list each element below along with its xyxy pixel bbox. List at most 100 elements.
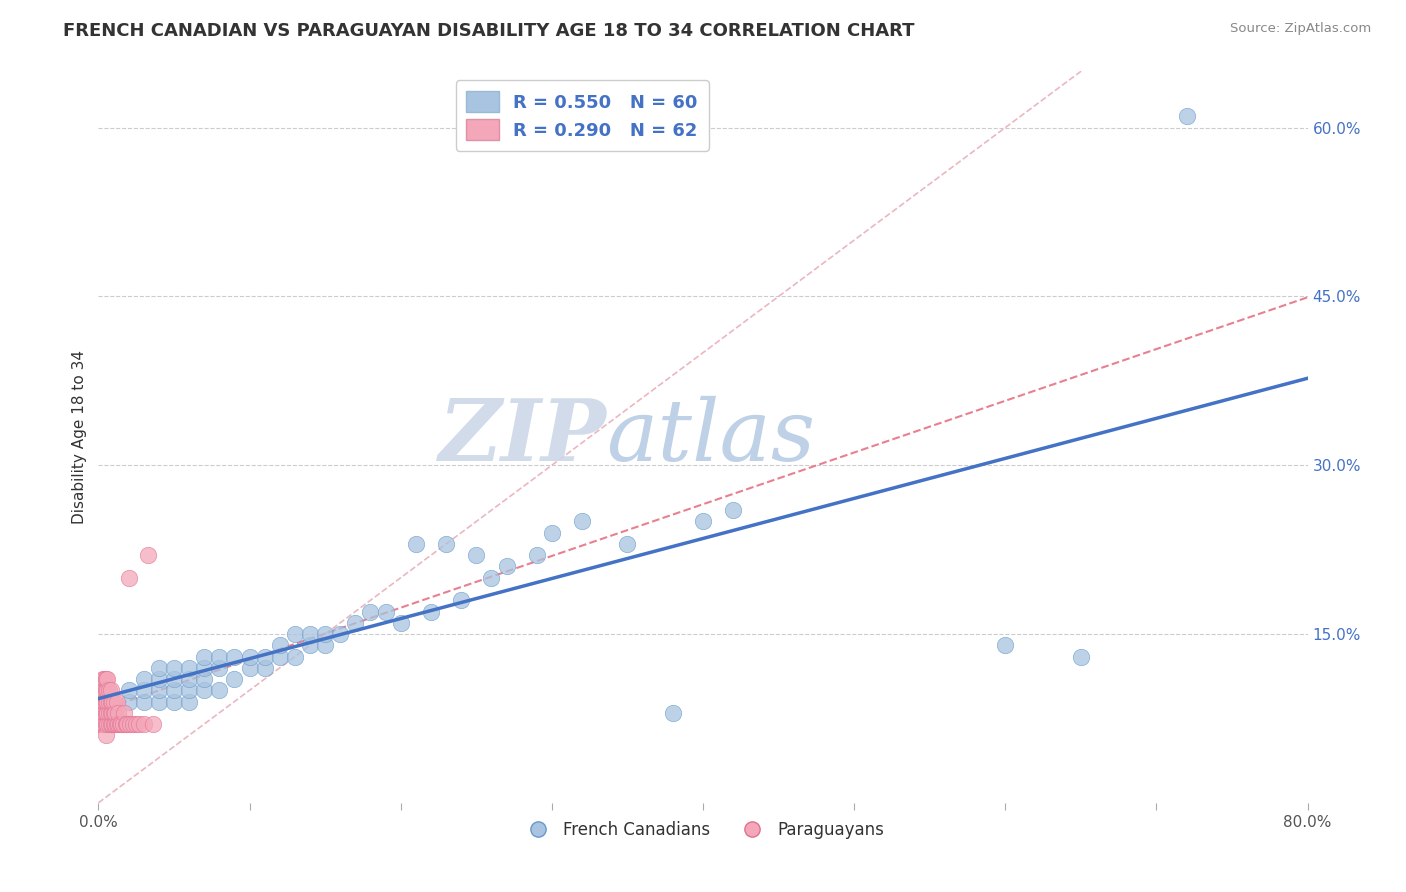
Point: [96, 683, 118, 698]
Point: [360, 605, 382, 619]
Point: [90, 683, 112, 698]
Y-axis label: Disability Age 18 to 34: Disability Age 18 to 34: [72, 350, 87, 524]
Point: [91, 717, 114, 731]
Point: [299, 627, 322, 641]
Point: [107, 717, 129, 731]
Point: [100, 694, 122, 708]
Point: [193, 683, 215, 698]
Legend: French Canadians, Paraguayans: French Canadians, Paraguayans: [515, 814, 891, 846]
Point: [103, 706, 125, 720]
Point: [118, 571, 141, 585]
Point: [105, 694, 128, 708]
Point: [93, 694, 115, 708]
Point: [107, 706, 129, 720]
Point: [208, 649, 231, 664]
Point: [374, 605, 396, 619]
Point: [120, 717, 142, 731]
Point: [132, 672, 155, 686]
Point: [91, 683, 114, 698]
Point: [434, 537, 457, 551]
Point: [179, 683, 201, 698]
Text: FRENCH CANADIAN VS PARAGUAYAN DISABILITY AGE 18 TO 34 CORRELATION CHART: FRENCH CANADIAN VS PARAGUAYAN DISABILITY…: [63, 22, 915, 40]
Point: [148, 694, 170, 708]
Point: [284, 649, 307, 664]
Point: [208, 661, 231, 675]
Point: [163, 672, 186, 686]
Point: [104, 717, 127, 731]
Point: [193, 672, 215, 686]
Point: [122, 717, 145, 731]
Point: [1070, 649, 1092, 664]
Point: [208, 683, 231, 698]
Point: [193, 649, 215, 664]
Point: [104, 706, 127, 720]
Point: [100, 683, 122, 698]
Point: [94, 694, 117, 708]
Point: [90, 706, 112, 720]
Point: [142, 717, 165, 731]
Point: [89, 694, 111, 708]
Point: [723, 503, 745, 517]
Point: [94, 706, 117, 720]
Point: [93, 706, 115, 720]
Point: [269, 638, 291, 652]
Point: [253, 661, 276, 675]
Point: [98, 717, 121, 731]
Point: [994, 638, 1017, 652]
Point: [389, 615, 412, 630]
Point: [101, 717, 124, 731]
Point: [148, 661, 170, 675]
Point: [96, 672, 118, 686]
Point: [692, 515, 714, 529]
Point: [128, 717, 150, 731]
Point: [105, 717, 128, 731]
Point: [96, 706, 118, 720]
Text: ZIP: ZIP: [439, 395, 606, 479]
Point: [89, 717, 111, 731]
Point: [224, 649, 246, 664]
Point: [163, 661, 186, 675]
Point: [163, 694, 186, 708]
Point: [661, 706, 683, 720]
Point: [269, 649, 291, 664]
Point: [93, 717, 115, 731]
Point: [114, 717, 136, 731]
Point: [239, 649, 262, 664]
Point: [224, 672, 246, 686]
Point: [540, 525, 562, 540]
Point: [136, 548, 159, 562]
Point: [89, 706, 111, 720]
Point: [163, 683, 186, 698]
Point: [526, 548, 548, 562]
Point: [93, 672, 115, 686]
Point: [193, 661, 215, 675]
Point: [100, 717, 122, 731]
Point: [132, 717, 155, 731]
Point: [314, 627, 336, 641]
Point: [91, 672, 114, 686]
Point: [284, 627, 307, 641]
Point: [94, 728, 117, 742]
Point: [98, 694, 121, 708]
Point: [94, 683, 117, 698]
Point: [98, 706, 121, 720]
Point: [571, 515, 593, 529]
Point: [115, 717, 138, 731]
Point: [91, 694, 114, 708]
Point: [91, 706, 114, 720]
Point: [103, 717, 125, 731]
Point: [125, 717, 148, 731]
Point: [90, 694, 112, 708]
Point: [103, 694, 125, 708]
Point: [420, 605, 443, 619]
Point: [101, 706, 124, 720]
Point: [118, 683, 141, 698]
Point: [118, 694, 141, 708]
Point: [96, 694, 118, 708]
Point: [344, 615, 367, 630]
Point: [100, 706, 122, 720]
Point: [299, 638, 322, 652]
Point: [96, 717, 118, 731]
Text: Source: ZipAtlas.com: Source: ZipAtlas.com: [1230, 22, 1371, 36]
Point: [148, 683, 170, 698]
